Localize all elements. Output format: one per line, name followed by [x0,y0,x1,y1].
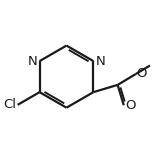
Text: O: O [137,68,147,80]
Text: N: N [27,55,37,68]
Text: N: N [96,55,106,68]
Text: Cl: Cl [3,98,16,111]
Text: O: O [125,99,136,112]
